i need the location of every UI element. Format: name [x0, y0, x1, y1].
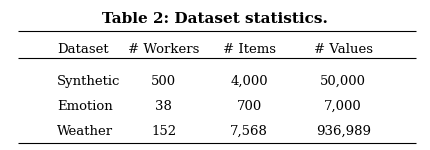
Text: 500: 500: [151, 75, 176, 88]
Text: 4,000: 4,000: [230, 75, 268, 88]
Text: # Values: # Values: [313, 43, 373, 56]
Text: Emotion: Emotion: [57, 100, 113, 113]
Text: 50,000: 50,000: [320, 75, 366, 88]
Text: Weather: Weather: [57, 125, 113, 138]
Text: # Workers: # Workers: [128, 43, 200, 56]
Text: 7,000: 7,000: [324, 100, 362, 113]
Text: 700: 700: [237, 100, 262, 113]
Text: 7,568: 7,568: [230, 125, 268, 138]
Text: 38: 38: [155, 100, 172, 113]
Text: Synthetic: Synthetic: [57, 75, 120, 88]
Text: Table 2: Dataset statistics.: Table 2: Dataset statistics.: [102, 12, 328, 26]
Text: 152: 152: [151, 125, 176, 138]
Text: # Items: # Items: [223, 43, 276, 56]
Text: Dataset: Dataset: [57, 43, 108, 56]
Text: 936,989: 936,989: [316, 125, 371, 138]
